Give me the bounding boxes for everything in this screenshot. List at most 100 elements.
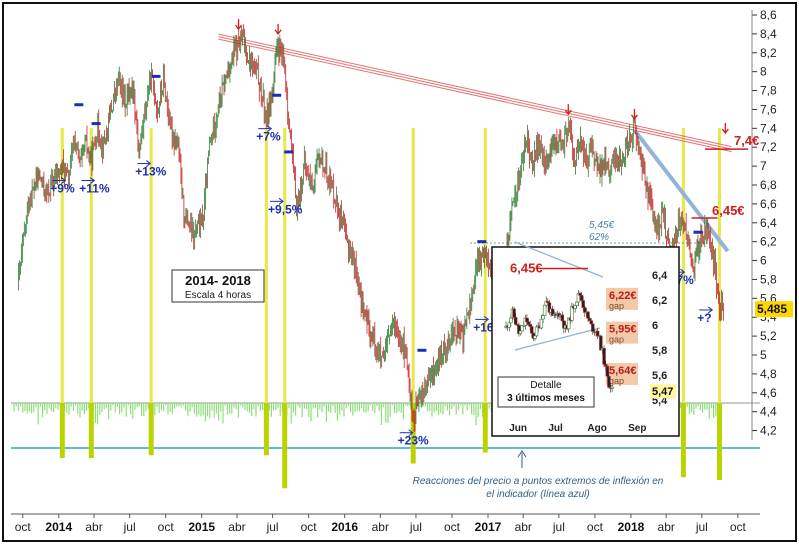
gap-line-price: 5,45€ bbox=[589, 220, 614, 231]
x-tick-label: 2016 bbox=[331, 520, 358, 534]
inset-candle bbox=[575, 301, 579, 306]
indicator-spike bbox=[263, 403, 269, 456]
peak-dash-mark bbox=[693, 230, 703, 234]
x-tick-label: oct bbox=[301, 520, 318, 534]
gap-line-pct: 62% bbox=[589, 232, 609, 243]
chart-subtitle: Escala 4 horas bbox=[185, 290, 251, 301]
inset-candle bbox=[518, 330, 523, 334]
x-tick-label: abr bbox=[658, 520, 675, 534]
inset-gap-price: 5,64€ bbox=[609, 365, 637, 377]
x-tick-label: jul bbox=[266, 520, 279, 534]
y-tick-label: 8,6 bbox=[760, 8, 777, 22]
inset-y-tick: 5,6 bbox=[652, 370, 667, 382]
inset-x-tick: Sep bbox=[628, 423, 646, 434]
y-tick-label: 6 bbox=[760, 254, 767, 268]
y-tick-label: 7,4 bbox=[760, 121, 777, 135]
inset-y-tick: 6,2 bbox=[652, 295, 667, 307]
inset-candle bbox=[586, 311, 590, 319]
chart-title: 2014- 2018 bbox=[185, 273, 251, 288]
indicator-spike bbox=[59, 403, 65, 458]
indicator-spike bbox=[716, 403, 722, 480]
x-tick-label: 2017 bbox=[475, 520, 502, 534]
indicator-spike bbox=[410, 403, 416, 464]
gain-annotation: +11% bbox=[79, 182, 110, 196]
resistance-line bbox=[218, 38, 732, 153]
x-tick-label: oct bbox=[587, 520, 604, 534]
inset-candle bbox=[507, 322, 511, 328]
x-tick-label: jul bbox=[409, 520, 422, 534]
y-tick-label: 8 bbox=[760, 65, 767, 79]
y-tick-label: 5,2 bbox=[760, 329, 777, 343]
x-tick-label: abr bbox=[228, 520, 245, 534]
resistance-line bbox=[218, 36, 732, 150]
inset-title: Detalle bbox=[530, 380, 562, 391]
inset-candle bbox=[573, 305, 577, 309]
inset-y-tick: 5,8 bbox=[652, 345, 667, 357]
indicator-spike bbox=[680, 403, 686, 478]
inset-y-tick: 6,4 bbox=[652, 270, 668, 282]
inset-candle bbox=[541, 315, 545, 320]
inset-candle bbox=[560, 314, 564, 322]
inset-candle bbox=[602, 347, 606, 365]
inset-candle bbox=[525, 317, 529, 323]
inset-x-tick: Ago bbox=[587, 423, 606, 434]
gain-annotation: +23% bbox=[398, 434, 429, 448]
inset-candle bbox=[539, 318, 544, 329]
inset-gap-tag: gap bbox=[609, 376, 624, 386]
y-tick-label: 7 bbox=[760, 159, 767, 173]
inset-candle bbox=[512, 308, 516, 318]
inset-candle bbox=[533, 335, 537, 339]
x-tick-label: jul bbox=[695, 520, 708, 534]
x-tick-label: oct bbox=[15, 520, 32, 534]
peak-dash-mark bbox=[417, 348, 427, 352]
inset-gap-price: 5,95€ bbox=[609, 324, 637, 336]
y-tick-label: 5,8 bbox=[760, 272, 777, 286]
inset-gap-tag: gap bbox=[609, 301, 624, 311]
peak-dash-mark bbox=[477, 240, 487, 244]
inset-candle bbox=[534, 326, 539, 337]
inset-last-box bbox=[650, 384, 676, 399]
level-645-label: 6,45€ bbox=[712, 203, 745, 218]
inset-candle bbox=[599, 335, 603, 351]
x-tick-label: 2018 bbox=[618, 520, 645, 534]
y-tick-label: 7,8 bbox=[760, 84, 777, 98]
y-tick-label: 4,4 bbox=[760, 405, 777, 419]
gain-annotation: +13% bbox=[135, 165, 166, 179]
y-tick-label: 6,4 bbox=[760, 216, 777, 230]
note-line-2: el indicador (línea azul) bbox=[486, 489, 589, 500]
inset-y-tick: 6 bbox=[652, 320, 658, 332]
gain-annotation: +9% bbox=[50, 182, 75, 196]
resistance-line bbox=[218, 33, 732, 148]
inset-candle bbox=[605, 365, 609, 377]
x-tick-label: 2014 bbox=[45, 520, 72, 534]
inset-candle bbox=[587, 318, 592, 321]
inset-level-label: 6,45€ bbox=[510, 261, 543, 276]
last-price-label: 5,485 bbox=[757, 302, 787, 316]
trendline-2018 bbox=[632, 129, 730, 253]
inset-x-tick: Jun bbox=[509, 423, 527, 434]
x-tick-label: 2015 bbox=[188, 520, 215, 534]
inset-candle bbox=[607, 375, 611, 388]
x-tick-label: jul bbox=[123, 520, 136, 534]
x-tick-label: oct bbox=[158, 520, 175, 534]
inset-candle bbox=[528, 324, 532, 327]
y-tick-label: 6,2 bbox=[760, 235, 777, 249]
peak-dash-mark bbox=[272, 93, 282, 97]
peak-dash-mark bbox=[91, 122, 101, 126]
inset-gap-box bbox=[606, 321, 638, 344]
note-line-1: Reacciones del precio a puntos extremos … bbox=[413, 476, 664, 487]
y-tick-label: 6,6 bbox=[760, 197, 777, 211]
inset-candle bbox=[610, 386, 614, 389]
indicator-spike bbox=[282, 403, 288, 489]
inset-candle bbox=[589, 320, 593, 325]
x-tick-label: jul bbox=[552, 520, 565, 534]
inset-x-tick: Jul bbox=[548, 423, 563, 434]
y-tick-label: 5 bbox=[760, 348, 767, 362]
y-tick-label: 4,2 bbox=[760, 424, 777, 438]
y-tick-label: 6,8 bbox=[760, 178, 777, 192]
inset-last-label: 5,47 bbox=[652, 386, 673, 398]
x-tick-label: abr bbox=[372, 520, 389, 534]
